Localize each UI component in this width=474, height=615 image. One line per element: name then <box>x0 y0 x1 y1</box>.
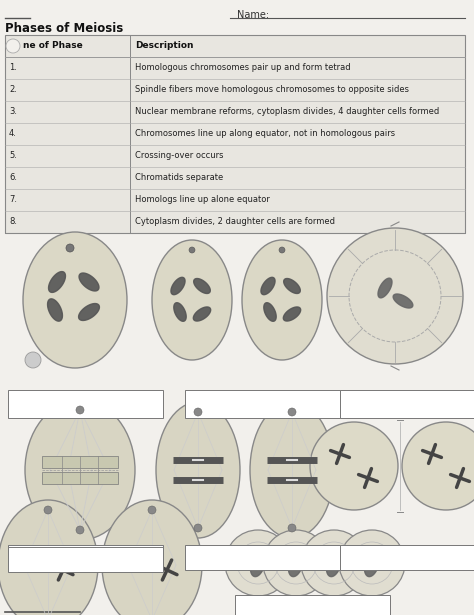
Ellipse shape <box>23 232 127 368</box>
Polygon shape <box>283 307 301 321</box>
Circle shape <box>76 406 84 414</box>
Text: 3: 3 <box>344 394 350 403</box>
Bar <box>340 545 474 570</box>
Text: Phases of Meiosis: Phases of Meiosis <box>5 22 123 35</box>
Circle shape <box>189 247 195 253</box>
Text: 7: 7 <box>12 551 18 560</box>
Ellipse shape <box>250 402 334 538</box>
Circle shape <box>6 39 20 53</box>
Text: 4: 4 <box>12 549 18 558</box>
Polygon shape <box>79 304 100 320</box>
Circle shape <box>194 408 202 416</box>
Bar <box>8 390 163 418</box>
Bar <box>185 545 340 570</box>
Polygon shape <box>393 294 413 308</box>
Circle shape <box>339 530 405 596</box>
Circle shape <box>327 228 463 364</box>
Polygon shape <box>174 303 186 321</box>
Ellipse shape <box>152 240 232 360</box>
Polygon shape <box>193 307 210 321</box>
Circle shape <box>301 530 367 596</box>
Text: Name:: Name: <box>237 10 269 20</box>
Text: Description: Description <box>135 41 193 50</box>
Text: 7.: 7. <box>9 196 17 205</box>
Polygon shape <box>378 278 392 298</box>
Text: Homologs line up alone equator: Homologs line up alone equator <box>135 196 270 205</box>
Ellipse shape <box>156 402 240 538</box>
Polygon shape <box>288 549 304 577</box>
Circle shape <box>76 526 84 534</box>
Circle shape <box>263 530 329 596</box>
Text: ne of Phase: ne of Phase <box>23 41 83 50</box>
Circle shape <box>402 422 474 510</box>
Text: 4.: 4. <box>9 130 17 138</box>
Text: Chromatids separate: Chromatids separate <box>135 173 223 183</box>
Text: Nuclear membrane reforms, cytoplasm divides, 4 daughter cells formed: Nuclear membrane reforms, cytoplasm divi… <box>135 108 439 116</box>
Text: 5: 5 <box>189 549 195 558</box>
Polygon shape <box>79 273 99 291</box>
Text: 3.: 3. <box>9 108 17 116</box>
Circle shape <box>310 422 398 510</box>
Ellipse shape <box>242 240 322 360</box>
Bar <box>8 545 163 570</box>
Circle shape <box>288 524 296 532</box>
Polygon shape <box>250 549 265 577</box>
Circle shape <box>25 352 41 368</box>
Polygon shape <box>264 303 276 321</box>
Text: 1.: 1. <box>9 63 17 73</box>
Bar <box>42 456 118 468</box>
Text: 8.: 8. <box>9 218 17 226</box>
Text: 8: 8 <box>239 599 245 608</box>
Circle shape <box>288 408 296 416</box>
Bar <box>8 547 163 572</box>
Text: Cytoplasm divides, 2 daughter cells are formed: Cytoplasm divides, 2 daughter cells are … <box>135 218 335 226</box>
Ellipse shape <box>25 400 135 540</box>
Polygon shape <box>365 549 380 577</box>
Polygon shape <box>194 279 210 293</box>
Bar <box>235 595 390 615</box>
Text: 2: 2 <box>189 394 195 403</box>
Circle shape <box>44 506 52 514</box>
Bar <box>185 390 340 418</box>
Circle shape <box>10 546 26 562</box>
Polygon shape <box>47 299 63 321</box>
Circle shape <box>194 524 202 532</box>
Text: Spindle fibers move homologous chromosomes to opposite sides: Spindle fibers move homologous chromosom… <box>135 85 409 95</box>
Bar <box>5 35 465 233</box>
Polygon shape <box>261 277 275 295</box>
Ellipse shape <box>102 500 202 615</box>
Text: 1: 1 <box>12 394 18 403</box>
Polygon shape <box>284 279 301 293</box>
Text: Crossing-over occurs: Crossing-over occurs <box>135 151 224 161</box>
Text: 5.: 5. <box>9 151 17 161</box>
Bar <box>42 472 118 484</box>
Bar <box>340 390 474 418</box>
Circle shape <box>279 247 285 253</box>
Polygon shape <box>48 272 65 292</box>
Polygon shape <box>326 549 342 577</box>
Circle shape <box>148 506 156 514</box>
Text: Chromosomes line up along equator, not in homologous pairs: Chromosomes line up along equator, not i… <box>135 130 395 138</box>
Ellipse shape <box>0 500 98 615</box>
Polygon shape <box>171 277 185 295</box>
Text: 6: 6 <box>344 549 350 558</box>
Circle shape <box>225 530 291 596</box>
Text: Homologous chromosomes pair up and form tetrad: Homologous chromosomes pair up and form … <box>135 63 351 73</box>
Text: 2.: 2. <box>9 85 17 95</box>
Circle shape <box>66 244 74 252</box>
Text: 6.: 6. <box>9 173 17 183</box>
